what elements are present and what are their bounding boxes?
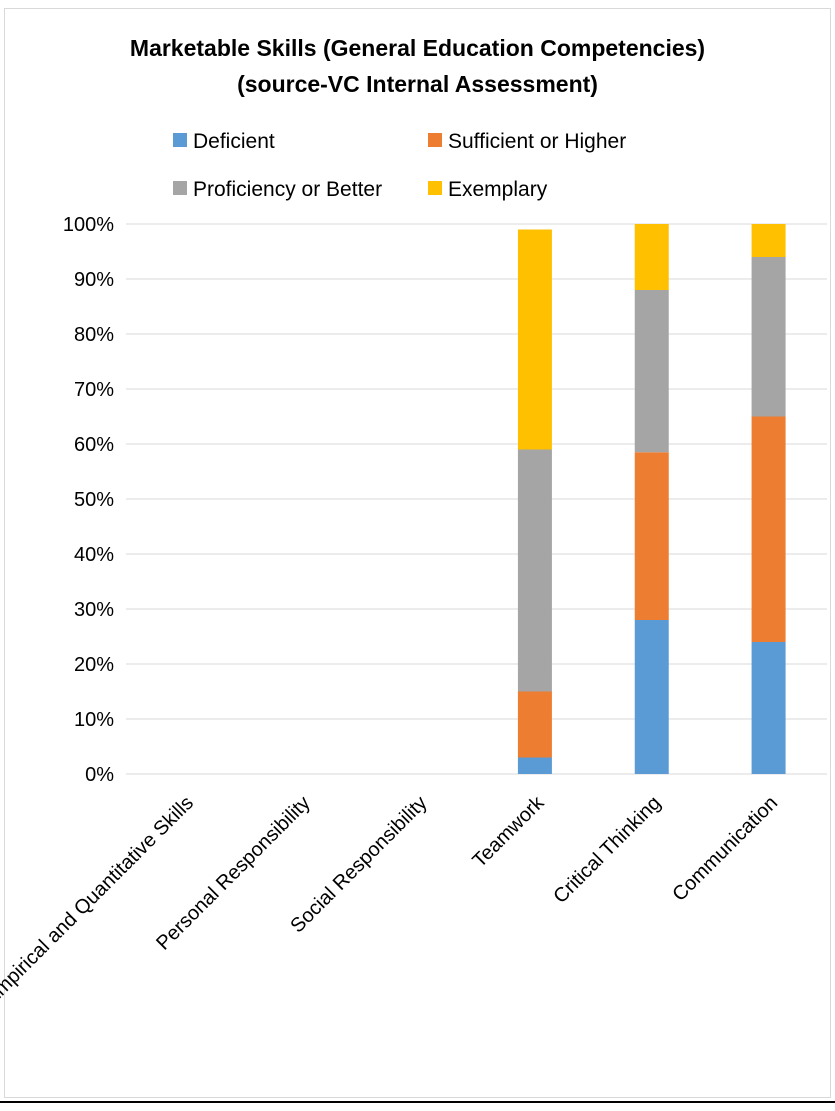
y-tick-label: 80% (74, 324, 114, 346)
bar-segment (634, 224, 669, 290)
y-tick-label: 30% (74, 599, 114, 621)
legend-swatch-deficient (173, 133, 187, 148)
legend-label-proficiency: Proficiency or Better (193, 178, 383, 201)
legend-item-proficiency: Proficiency or Better (173, 178, 382, 202)
y-tick-label: 20% (74, 654, 114, 676)
y-tick-label: 10% (74, 709, 114, 731)
gridlines (126, 223, 827, 775)
y-tick-label: 70% (74, 379, 114, 401)
legend-label-sufficient: Sufficient or Higher (448, 130, 627, 153)
bar-segment (751, 257, 786, 417)
bar-segment (517, 449, 552, 692)
bar-segment (517, 691, 552, 758)
bar-segment (517, 229, 552, 450)
legend-label-exemplary: Exemplary (448, 178, 548, 201)
bar-segment (634, 620, 669, 774)
y-tick-label: 90% (74, 269, 114, 291)
y-tick-label: 60% (74, 434, 114, 456)
legend-item-deficient: Deficient (173, 130, 275, 154)
chart-title-line-2: (source-VC Internal Assessment) (237, 71, 598, 97)
bottom-rule (0, 1101, 835, 1103)
bar-segment (751, 642, 786, 774)
legend-label-deficient: Deficient (193, 130, 275, 153)
x-category-label: Empirical and Quantitative Skills (0, 792, 198, 1010)
legend-swatch-exemplary (428, 181, 442, 196)
y-tick-label: 50% (74, 489, 114, 511)
y-tick-label: 40% (74, 544, 114, 566)
x-category-label: Communication (668, 792, 782, 906)
legend-swatch-proficiency (173, 181, 187, 196)
bar-segment (517, 757, 552, 774)
x-category-label: Critical Thinking (549, 792, 665, 908)
bar-segment (751, 224, 786, 257)
y-tick-label: 100% (63, 214, 114, 236)
y-axis-ticks: 0% 10% 20% 30% 40% 50% 60% 70% 80% 90% 100% (63, 214, 114, 786)
bar-segment (751, 416, 786, 642)
x-axis-categories: Empirical and Quantitative SkillsPersona… (0, 791, 782, 1009)
legend-item-sufficient: Sufficient or Higher (428, 130, 626, 154)
bar-segment (634, 452, 669, 620)
legend-swatch-sufficient (428, 133, 442, 148)
y-tick-label: 0% (85, 764, 114, 786)
chart-frame (4, 8, 831, 1098)
x-category-label: Teamwork (468, 791, 549, 872)
legend-item-exemplary: Exemplary (428, 178, 547, 202)
bars (517, 224, 786, 774)
chart-title-line-1: Marketable Skills (General Education Com… (129, 35, 706, 61)
bar-segment (634, 290, 669, 453)
